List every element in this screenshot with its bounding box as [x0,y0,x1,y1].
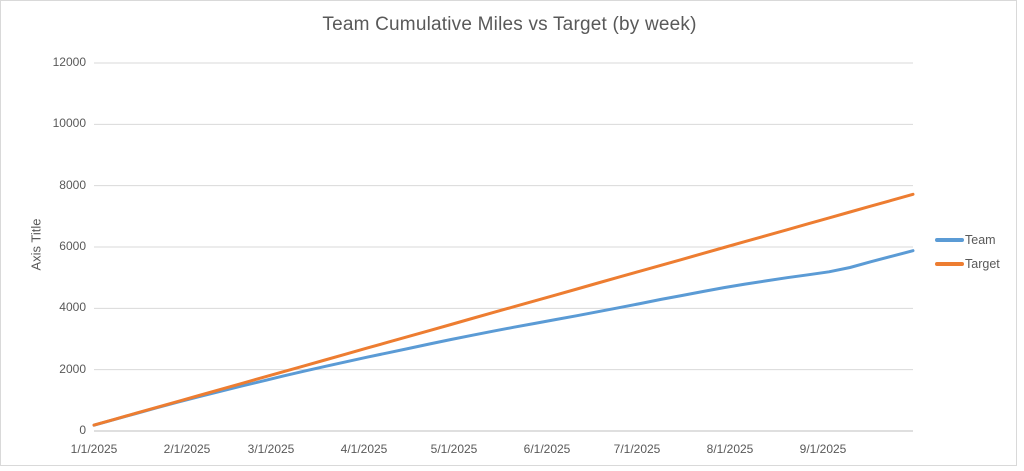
chart-title[interactable]: Team Cumulative Miles vs Target (by week… [322,14,697,35]
legend-label-target: Target [965,257,1000,271]
legend-item-target[interactable]: Target [935,257,1000,271]
x-axis-tick-label: 5/1/2025 [430,442,478,456]
series-line-team[interactable] [92,249,915,427]
y-axis-tick-label: 0 [79,423,86,437]
x-axis-tick-label: 6/1/2025 [523,442,571,456]
target-series-swatch-icon [935,262,964,266]
x-axis-tick-label: 8/1/2025 [706,442,754,456]
x-axis-tick-label: 7/1/2025 [613,442,661,456]
legend: Team Target [935,233,1000,271]
team-series-swatch-icon [935,238,964,242]
y-axis-tick-label: 8000 [59,177,86,192]
x-axis-tick-label: 1/1/2025 [70,442,118,456]
y-axis-tick-label: 2000 [59,361,86,376]
x-axis-tick-label: 4/1/2025 [340,442,388,456]
x-axis-tick-label: 2/1/2025 [163,442,211,456]
legend-label-team: Team [965,233,996,247]
x-axis-tick-label: 9/1/2025 [799,442,847,456]
y-axis-tick-label: 10000 [52,116,86,131]
x-axis-tick-label: 3/1/2025 [247,442,295,456]
legend-item-team[interactable]: Team [935,233,1000,247]
y-axis-tick-label: 6000 [59,239,86,253]
y-axis-tick-label: 4000 [59,300,86,315]
y-axis-tick-label: 12000 [52,55,86,69]
series-line-target[interactable] [92,192,915,427]
